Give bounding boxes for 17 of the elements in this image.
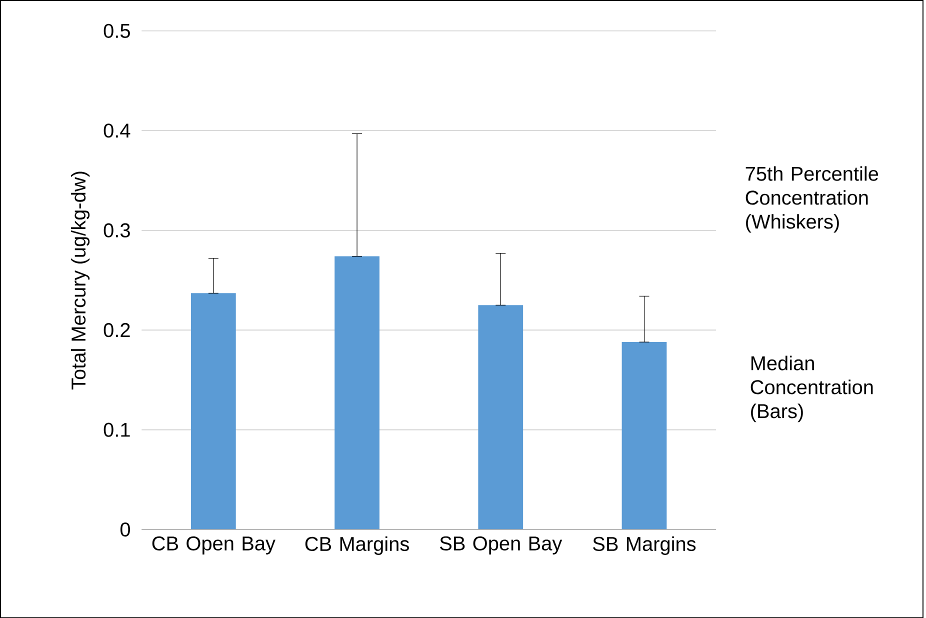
bar: [334, 256, 380, 530]
text: Median Concentration (Bars): [750, 356, 873, 422]
y-tick-label: 0.3: [104, 223, 130, 238]
y-tick-label: 0.1: [104, 422, 130, 437]
x-tick-label: SB Open Bay: [440, 536, 562, 554]
bar: [190, 293, 236, 530]
bar: [622, 342, 667, 530]
y-tick-label: 0.2: [104, 322, 130, 337]
y-axis-title: Total Mercury (ug/kg-dw): [70, 172, 90, 390]
y-tick-label: 0.5: [104, 24, 130, 38]
x-tick-label: CB Open Bay: [152, 536, 276, 554]
bar: [478, 305, 524, 530]
x-tick-label: CB Margins: [305, 536, 409, 555]
text: 75th Percentile Concentration (Whiskers): [746, 166, 878, 233]
x-tick-label: SB Margins: [593, 536, 696, 555]
y-tick-label: 0.4: [104, 123, 130, 138]
y-tick-label: 0: [120, 522, 130, 536]
